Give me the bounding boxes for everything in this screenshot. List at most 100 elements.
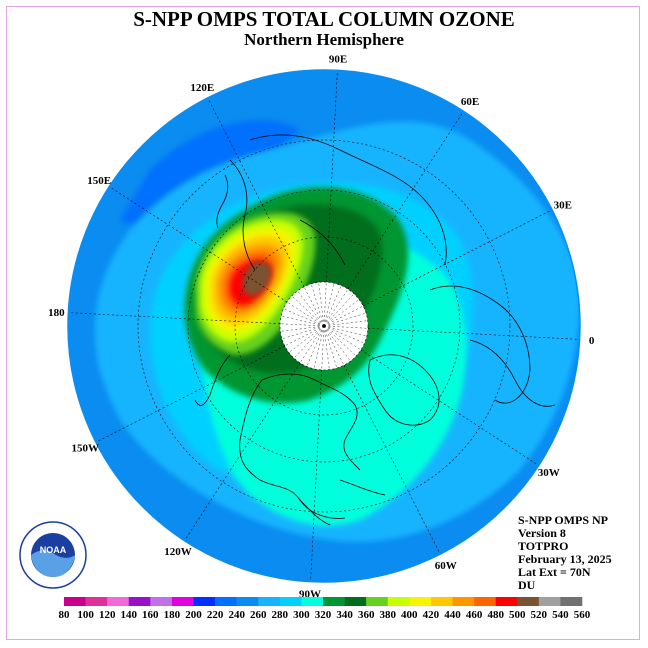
polar-meridian-line	[323, 325, 330, 370]
polar-meridian-line	[323, 325, 357, 357]
colorbar-tick-label: 320	[315, 609, 332, 621]
colorbar-swatch	[171, 597, 194, 606]
polar-meridian-line	[306, 325, 325, 367]
colorbar-swatch	[560, 597, 583, 606]
polar-meridian-line	[323, 312, 367, 327]
meridian-line	[310, 369, 322, 582]
page-subtitle: Northern Hemisphere	[244, 30, 404, 49]
polar-meridian-line	[286, 301, 325, 327]
polar-meridian-line	[280, 323, 325, 327]
polar-meridian-line	[323, 325, 368, 329]
polar-meridian-line	[281, 325, 325, 340]
logo-text: NOAA	[40, 545, 67, 555]
polar-meridian-line	[310, 283, 325, 327]
colorbar-swatch	[430, 597, 453, 606]
meridian-line	[184, 362, 301, 541]
colorbar-swatch	[517, 597, 540, 606]
colorbar-tick-label: 500	[509, 609, 526, 621]
polar-meridian-line	[323, 325, 338, 369]
longitude-label: 30E	[554, 199, 572, 211]
colorbar-swatch	[323, 597, 345, 606]
polar-meridian-line	[293, 325, 325, 359]
longitude-label: 180	[48, 307, 65, 319]
colorbar-swatch	[495, 597, 518, 606]
polar-meridian-line	[323, 320, 368, 327]
noaa-logo: NOAA	[19, 521, 87, 589]
polar-meridian-line	[323, 325, 345, 366]
colorbar-swatch	[150, 597, 173, 606]
colorbar-tick-label: 360	[358, 609, 375, 621]
colorbar-tick-label: 80	[59, 609, 71, 621]
longitude-label: 120W	[164, 546, 192, 558]
colorbar-tick-label: 560	[574, 609, 591, 621]
colorbar-tick-label: 280	[272, 609, 289, 621]
longitude-label: 0	[589, 335, 595, 347]
polar-meridian-line	[283, 308, 325, 327]
colorbar-tick-label: 380	[380, 609, 397, 621]
polar-meridian-line	[321, 325, 325, 370]
polar-meridian-line	[291, 295, 325, 327]
meridian-line	[95, 345, 285, 443]
polar-meridian-line	[323, 299, 360, 327]
colorbar-tick-label: 180	[164, 609, 181, 621]
polar-meridian-line	[280, 325, 325, 332]
colorbar-swatch	[366, 597, 389, 606]
colorbar-swatch	[107, 597, 130, 606]
colorbar-tick-label: 140	[121, 609, 138, 621]
colorbar-tick-label: 400	[401, 609, 418, 621]
colorbar-swatch	[474, 597, 496, 606]
longitude-label: 30W	[538, 467, 560, 479]
polar-meridian-line	[323, 325, 365, 344]
info-lat-extent: Lat Ext = 70N	[518, 565, 591, 579]
longitude-label: 60E	[461, 96, 479, 108]
info-instrument: S-NPP OMPS NP	[518, 513, 608, 527]
page-title: S-NPP OMPS TOTAL COLUMN OZONE	[133, 7, 515, 31]
colorbar-tick-label: 460	[466, 609, 483, 621]
meridian-line	[363, 209, 553, 307]
colorbar-swatch	[258, 597, 281, 606]
colorbar-tick-label: 540	[552, 609, 569, 621]
polar-meridian-line	[323, 293, 355, 327]
longitude-label: 60W	[435, 560, 457, 572]
polar-meridian-line	[323, 285, 342, 327]
meridian-line	[207, 97, 305, 287]
longitude-label: 150E	[87, 175, 111, 187]
ozone-band-520	[242, 261, 272, 297]
colorbar-swatch	[236, 597, 259, 606]
polar-meridian-line	[318, 282, 325, 327]
colorbar-tick-label: 120	[99, 609, 116, 621]
meridian-line	[347, 111, 464, 290]
polar-meridian-line	[288, 325, 325, 353]
colorbar-tick-label: 340	[336, 609, 353, 621]
polar-meridian-line	[299, 325, 325, 364]
longitude-label: 120E	[190, 82, 214, 94]
polar-meridian-line	[284, 325, 325, 347]
meridian-line	[326, 70, 338, 283]
colorbar-swatch	[387, 597, 410, 606]
meridian-line	[109, 186, 288, 303]
polar-meridian-line	[323, 283, 335, 327]
info-panel: S-NPP OMPS NP Version 8 TOTPRO February …	[518, 514, 612, 592]
colorbar-swatch	[193, 597, 216, 606]
info-date: February 13, 2025	[518, 552, 612, 566]
colorbar-tick-label: 440	[444, 609, 461, 621]
coastlines	[194, 134, 556, 526]
meridian-line	[68, 312, 281, 324]
colorbar-swatch	[301, 597, 324, 606]
colorbar-tick-label: 300	[293, 609, 310, 621]
colorbar-swatch	[128, 597, 151, 606]
polar-meridian-line	[303, 286, 325, 327]
colorbar-tick-label: 520	[531, 609, 548, 621]
colorbar-swatch	[452, 597, 475, 606]
colorbar-tick-label: 480	[487, 609, 504, 621]
colorbar-tick-label: 260	[250, 609, 267, 621]
colorbar-tick-label: 240	[228, 609, 245, 621]
colorbar-tick-label: 220	[207, 609, 224, 621]
polar-meridian-line	[323, 288, 349, 327]
info-version: Version 8	[518, 526, 566, 540]
colorbar-tick-label: 200	[185, 609, 202, 621]
colorbar-swatch	[64, 597, 86, 606]
polar-meridian-line	[323, 305, 364, 327]
